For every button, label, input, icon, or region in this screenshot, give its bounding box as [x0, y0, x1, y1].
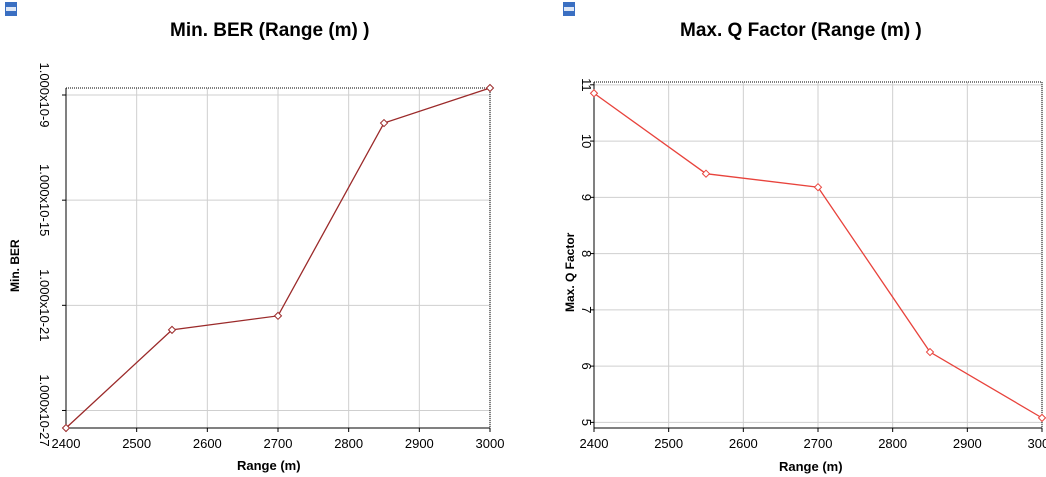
x-tick-label: 2700	[264, 436, 293, 451]
data-point	[813, 182, 823, 192]
x-tick-label: 2400	[52, 436, 81, 451]
x-tick-label: 2400	[580, 436, 609, 451]
y-tick-label: 11	[579, 78, 594, 92]
x-tick-label: 2700	[804, 436, 833, 451]
data-point	[589, 89, 599, 98]
x-tick-label: 3000	[1028, 436, 1046, 451]
y-tick-label: 6	[579, 362, 594, 369]
qfactor-y-axis-label: Max. Q Factor	[563, 232, 577, 312]
ber-chart-plot: 2400 2500 2600 2700 2800 2900 3000 1.000x10-27 1…	[37, 62, 505, 451]
qfactor-chart-title: Max. Q Factor (Range (m) )	[680, 20, 922, 41]
ber-y-axis-label: Min. BER	[8, 239, 22, 292]
data-point	[167, 325, 177, 335]
window-icon[interactable]	[563, 2, 575, 16]
window-icon[interactable]	[5, 2, 17, 16]
y-tick-label: 9	[579, 194, 594, 201]
x-tick-label: 2900	[953, 436, 982, 451]
x-tick-label: 2500	[122, 436, 151, 451]
data-point	[701, 169, 711, 178]
y-tick-label: 1.000x10-27	[37, 374, 52, 446]
qfactor-chart-panel: Max. Q Factor (Range (m) ) 2400 2500 2600 2…	[523, 0, 1046, 477]
y-tick-label: 10	[579, 134, 594, 148]
data-point	[1037, 413, 1046, 423]
y-tick-label: 1.000x10-9	[37, 62, 52, 127]
data-point	[925, 347, 935, 357]
data-point	[273, 311, 283, 321]
y-tick-label: 1.000x10-15	[37, 164, 52, 236]
x-tick-label: 2600	[729, 436, 758, 451]
ber-chart-title: Min. BER (Range (m) )	[170, 20, 370, 41]
ber-x-axis-label: Range (m)	[237, 458, 301, 473]
x-tick-label: 3000	[476, 436, 505, 451]
x-tick-label: 2900	[405, 436, 434, 451]
data-point	[379, 118, 389, 128]
y-tick-label: 5	[579, 419, 594, 426]
y-tick-label: 1.000x10-21	[37, 269, 52, 341]
data-point	[485, 83, 495, 93]
qfactor-chart-plot: 2400 2500 2600 2700 2800 2900 3000 5 6 7 8 9 10 11	[579, 78, 1046, 451]
x-tick-label: 2800	[334, 436, 363, 451]
y-tick-label: 8	[579, 250, 594, 257]
x-tick-label: 2800	[878, 436, 907, 451]
x-tick-label: 2600	[193, 436, 222, 451]
y-tick-label: 7	[579, 306, 594, 313]
qfactor-x-axis-label: Range (m)	[779, 459, 843, 474]
ber-chart-panel: Min. BER (Range (m) ) 2400 2500 2600 2700 28…	[5, 2, 505, 473]
data-point	[61, 423, 71, 433]
x-tick-label: 2500	[654, 436, 683, 451]
